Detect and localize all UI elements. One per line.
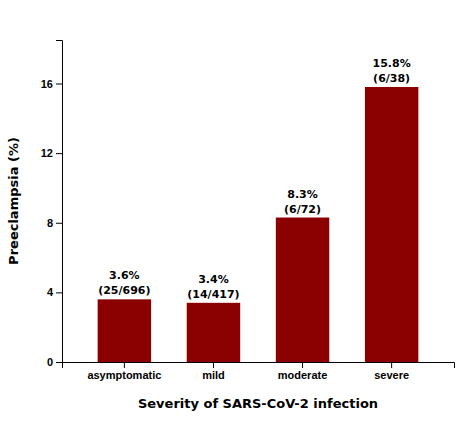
y-tick: 0 bbox=[47, 356, 62, 368]
y-tick-label: 12 bbox=[41, 147, 53, 159]
bars bbox=[98, 87, 419, 362]
y-tick-label: 16 bbox=[41, 78, 53, 90]
x-tick-label: asymptomatic bbox=[87, 369, 161, 381]
x-axis: asymptomatic mild moderate severe bbox=[63, 362, 455, 381]
x-tick-mark bbox=[124, 362, 125, 368]
y-tick-label: 8 bbox=[47, 217, 53, 229]
y-tick: 16 bbox=[41, 78, 62, 90]
y-tick-mark bbox=[56, 362, 62, 363]
plot-area: asymptomatic mild moderate severe 0 4 8 12 16 (25… bbox=[6, 41, 455, 412]
data-label: 3.4% bbox=[198, 273, 229, 286]
x-tick-mark bbox=[213, 362, 214, 368]
bar bbox=[365, 87, 418, 362]
data-sublabel: (6/38) bbox=[373, 72, 410, 85]
x-tick: severe bbox=[374, 362, 409, 381]
bar bbox=[98, 299, 151, 362]
y-tick-mark bbox=[56, 292, 62, 293]
y-axis-line bbox=[56, 41, 63, 363]
x-tick-label: moderate bbox=[278, 369, 328, 381]
data-label: 8.3% bbox=[287, 188, 318, 201]
y-tick-label: 4 bbox=[47, 286, 54, 298]
data-sublabel: (14/417) bbox=[187, 288, 239, 301]
bar bbox=[276, 218, 329, 362]
x-tick: mild bbox=[202, 362, 225, 381]
chart-container: asymptomatic mild moderate severe 0 4 8 12 16 (25… bbox=[0, 0, 474, 424]
y-tick: 8 bbox=[47, 217, 62, 229]
y-axis-title: Preeclampsia (%) bbox=[6, 137, 21, 265]
data-label: 3.6% bbox=[109, 269, 140, 282]
y-tick: 12 bbox=[41, 147, 62, 159]
chart-svg: asymptomatic mild moderate severe 0 4 8 12 16 (25… bbox=[0, 0, 474, 424]
y-axis: 0 4 8 12 16 bbox=[41, 41, 63, 369]
y-tick-mark bbox=[56, 223, 62, 224]
x-tick-mark bbox=[391, 362, 392, 368]
y-tick: 4 bbox=[47, 286, 62, 298]
y-tick-mark bbox=[56, 153, 62, 154]
data-label: 15.8% bbox=[373, 57, 411, 70]
data-sublabel: (6/72) bbox=[284, 203, 321, 216]
x-axis-line bbox=[63, 363, 455, 369]
x-tick: moderate bbox=[278, 362, 328, 381]
x-tick: asymptomatic bbox=[87, 362, 161, 381]
data-sublabel: (25/696) bbox=[98, 284, 150, 297]
x-tick-mark bbox=[302, 362, 303, 368]
bar bbox=[187, 303, 240, 362]
x-tick-label: severe bbox=[374, 369, 409, 381]
y-tick-mark bbox=[56, 84, 62, 85]
y-tick-label: 0 bbox=[47, 356, 53, 368]
data-labels: (25/696) 3.6% (14/417) 3.4% (6/72) 8.3% (6/38)… bbox=[98, 57, 411, 301]
x-tick-label: mild bbox=[202, 369, 225, 381]
x-axis-title: Severity of SARS-CoV-2 infection bbox=[138, 396, 378, 411]
